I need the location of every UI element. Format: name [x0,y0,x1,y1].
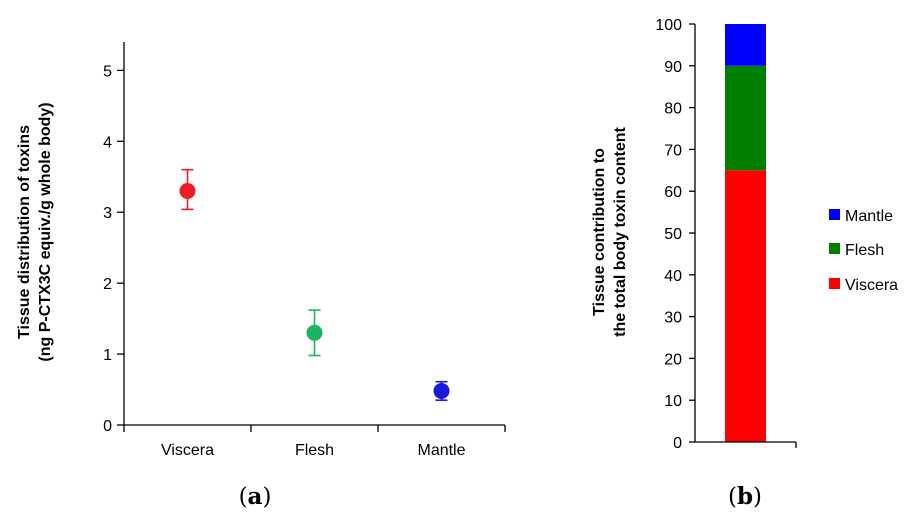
chart-b-y-axis-title-line2: the total body toxin content [612,126,629,336]
chart-b-y-tick-label: 20 [664,351,682,368]
chart-b-legend-label: Viscera [845,277,898,294]
chart-b-y-tick-label: 40 [664,268,682,285]
chart-a-x-tick-label: Mantle [417,442,465,459]
chart-b-panel-label-letter: b [737,483,753,510]
chart-a-point [179,182,196,199]
chart-a-panel-label-letter: a [248,483,263,510]
chart-b-y-tick-label: 70 [664,142,682,159]
chart-a-y-tick-label: 0 [103,418,112,435]
chart-b-y-tick-label: 50 [664,226,682,243]
chart-a-y-tick-label: 4 [103,134,112,151]
chart-b-y-tick-label: 100 [655,17,682,34]
chart-b-bar-segment-flesh [725,65,766,171]
chart-b-y-tick-label: 90 [664,59,682,76]
chart-b-bar-segment-viscera [725,170,766,443]
chart-a-y-axis-title-line2: (ng P-CTX3C equiv./g whole body) [37,102,54,361]
chart-b-bar-segment-mantle [725,24,766,66]
chart-a-panel-label: (a) [239,483,272,510]
chart-b-y-tick-label: 0 [673,435,682,452]
chart-a-y-tick-label: 5 [103,63,112,80]
chart-a-y-tick-label: 3 [103,205,112,222]
chart-b: 0 10 20 30 40 50 60 70 80 90 100 Mantle Flesh Viscer… [591,17,898,510]
chart-a-x-tick-label: Viscera [161,442,214,459]
chart-a-y-axis-title-line1: Tissue distribution of toxins [16,125,33,339]
chart-b-legend-swatch [829,278,840,289]
chart-b-y-tick-label: 60 [664,184,682,201]
chart-a-y-tick-label: 2 [103,276,112,293]
chart-a-point [306,324,323,341]
chart-a-x-tick-label: Flesh [295,442,334,459]
chart-b-y-tick-label: 10 [664,393,682,410]
chart-b-y-tick-label: 30 [664,310,682,327]
chart-b-y-tick-label: 80 [664,101,682,118]
chart-b-panel-label: (b) [728,483,762,510]
chart-b-legend-label: Flesh [845,242,884,259]
chart-a-y-tick-label: 1 [103,347,112,364]
chart-b-y-axis-title-line1: Tissue contribution to [591,148,608,316]
chart-b-legend-swatch [829,209,840,220]
chart-b-legend-swatch [829,243,840,254]
chart-b-legend-label: Mantle [845,208,893,225]
chart-a-point [433,382,450,399]
chart-a: 0 1 2 3 4 5 Viscera Flesh Mantle Tissue distrib… [16,42,506,510]
